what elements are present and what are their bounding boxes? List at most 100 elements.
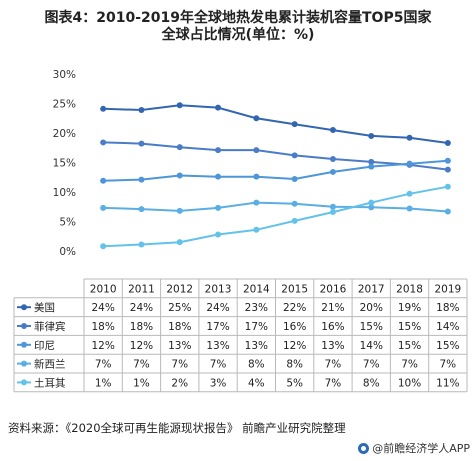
data-point — [176, 144, 183, 151]
data-point — [444, 157, 451, 164]
legend-label: 土耳其 — [34, 376, 66, 389]
x-tick-label: 2018 — [396, 283, 423, 295]
data-point — [291, 200, 298, 207]
legend-dot-marker — [21, 304, 27, 311]
data-label: 3% — [210, 377, 227, 389]
data-point — [406, 160, 413, 167]
data-label: 14% — [436, 321, 459, 333]
data-label: 14% — [360, 340, 383, 352]
series-line — [103, 141, 448, 171]
data-point — [138, 140, 145, 147]
data-point — [138, 206, 145, 213]
y-tick-label: 5% — [59, 217, 76, 229]
data-label: 24% — [206, 302, 229, 314]
legend-entry: 印尼 — [17, 340, 55, 352]
legend-entry: 新西兰 — [17, 358, 66, 371]
data-label: 17% — [245, 321, 268, 333]
data-label: 22% — [283, 302, 306, 314]
data-label: 7% — [325, 377, 342, 389]
data-point — [291, 152, 298, 159]
data-point — [444, 183, 451, 190]
series-0 — [100, 102, 451, 147]
brand-text: @前瞻经济学人APP — [372, 442, 470, 455]
data-label: 16% — [283, 321, 306, 333]
data-point — [444, 140, 451, 147]
data-point — [176, 102, 183, 109]
data-label: 18% — [168, 321, 191, 333]
data-point — [444, 208, 451, 215]
data-point — [176, 207, 183, 214]
data-label: 4% — [248, 377, 265, 389]
data-point — [215, 147, 222, 154]
legend-dot-marker — [21, 379, 27, 386]
data-label: 5% — [286, 377, 303, 389]
y-tick-label: 15% — [53, 158, 76, 170]
chart-title: 图表4：2010-2019年全球地热发电累计装机容量TOP5国家 全球占比情况(… — [0, 10, 476, 44]
legend-entry: 美国 — [17, 301, 55, 314]
data-label: 13% — [206, 340, 229, 352]
data-point — [100, 243, 107, 250]
series-4 — [100, 183, 451, 250]
data-label: 7% — [325, 359, 342, 371]
data-point — [176, 239, 183, 246]
series-3 — [100, 199, 451, 215]
data-label: 18% — [436, 302, 459, 314]
data-label: 13% — [168, 340, 191, 352]
data-table: 2010 2011 2012 2013 2014 2015 2016 2017 2018 2019… — [13, 278, 468, 393]
data-label: 7% — [133, 359, 150, 371]
data-point — [253, 226, 260, 233]
y-tick-label: 0% — [59, 246, 76, 258]
data-point — [368, 163, 375, 170]
series-line — [103, 104, 448, 144]
data-label: 8% — [286, 359, 303, 371]
data-label: 10% — [398, 377, 421, 389]
data-point — [100, 105, 107, 112]
x-tick-label: 2013 — [205, 283, 232, 295]
source-note: 资料来源：《2020全球可再生能源现状报告》 前瞻产业研究院整理 — [8, 421, 346, 435]
x-tick-label: 2015 — [281, 283, 308, 295]
data-label: 12% — [283, 340, 306, 352]
data-label: 8% — [363, 377, 380, 389]
series-lines — [100, 102, 451, 250]
x-tick-label: 2019 — [434, 283, 461, 295]
legend-label: 印尼 — [34, 340, 55, 352]
data-point — [291, 176, 298, 183]
data-point — [291, 217, 298, 224]
data-point — [100, 204, 107, 211]
data-label: 24% — [130, 302, 153, 314]
series-line — [103, 201, 448, 213]
data-label: 15% — [398, 321, 421, 333]
data-label: 8% — [248, 359, 265, 371]
y-tick-label: 20% — [53, 128, 76, 140]
data-point — [215, 104, 222, 111]
data-label: 7% — [95, 359, 112, 371]
data-point — [100, 177, 107, 184]
data-label: 23% — [245, 302, 268, 314]
data-label: 7% — [171, 359, 188, 371]
legend-entry: 土耳其 — [17, 376, 66, 389]
legend-label: 新西兰 — [34, 358, 66, 371]
data-label: 21% — [321, 302, 344, 314]
x-tick-label: 2014 — [243, 283, 270, 295]
series-line — [103, 185, 448, 248]
legend-label: 美国 — [34, 301, 55, 314]
data-point — [138, 176, 145, 183]
brand-logo-icon — [358, 442, 370, 454]
data-label: 18% — [130, 321, 153, 333]
data-point — [329, 127, 336, 134]
y-tick-label: 25% — [53, 99, 76, 111]
data-label: 13% — [245, 340, 268, 352]
y-axis: 0% 5% 10% 15% 20% 25% 30% — [53, 69, 76, 258]
data-point — [329, 155, 336, 162]
data-label: 7% — [363, 359, 380, 371]
x-tick-label: 2010 — [90, 283, 117, 295]
data-point — [138, 241, 145, 248]
legend-dot-marker — [21, 360, 27, 367]
data-point — [253, 147, 260, 154]
data-label: 15% — [398, 340, 421, 352]
series-2 — [100, 157, 451, 184]
data-point — [368, 132, 375, 139]
chart-title-line-1: 图表4：2010-2019年全球地热发电累计装机容量TOP5国家 — [44, 10, 432, 26]
data-label: 15% — [436, 340, 459, 352]
data-point — [406, 205, 413, 212]
